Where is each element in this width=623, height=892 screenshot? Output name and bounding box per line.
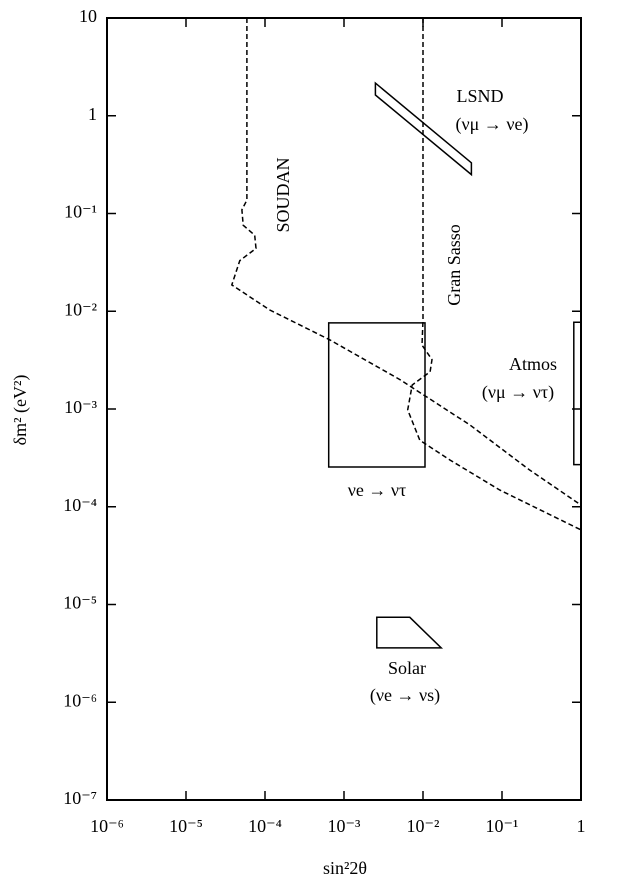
annotation: Atmos <box>509 354 557 374</box>
annotation: νe → ντ <box>348 480 407 500</box>
allowed-region <box>573 321 582 466</box>
exclusion-curve <box>230 18 582 506</box>
allowed-region <box>327 322 426 468</box>
y-tick-label: 10⁻³ <box>64 397 98 417</box>
allowed-region <box>376 616 444 649</box>
y-tick-label: 10 <box>79 6 97 26</box>
allowed-region <box>374 81 473 177</box>
annotation: Solar <box>388 658 426 678</box>
x-tick-label: 10⁻³ <box>328 816 362 836</box>
y-tick-label: 1 <box>88 104 97 124</box>
annotation: (νμ → νe) <box>456 114 529 135</box>
x-tick-label: 10⁻⁴ <box>248 816 282 836</box>
annotation: (νμ → ντ) <box>482 382 554 403</box>
y-tick-label: 10⁻² <box>64 299 97 319</box>
x-tick-label: 10⁻² <box>407 816 440 836</box>
y-axis-label: δm² (eV²) <box>10 375 31 446</box>
x-tick-label: 1 <box>577 816 586 836</box>
y-tick-label: 10⁻⁷ <box>63 788 97 808</box>
annotation: (νe → νs) <box>370 685 440 706</box>
y-tick-label: 10⁻⁶ <box>63 690 97 710</box>
x-tick-label: 10⁻¹ <box>486 816 519 836</box>
annotation: Gran Sasso <box>444 224 464 306</box>
annotation: LSND <box>456 86 503 106</box>
x-axis-label: sin²2θ <box>323 858 367 878</box>
y-tick-label: 10⁻¹ <box>64 202 97 222</box>
exclusion-curve <box>406 18 582 531</box>
y-tick-label: 10⁻⁴ <box>63 495 97 515</box>
y-tick-label: 10⁻⁵ <box>63 593 97 613</box>
x-tick-label: 10⁻⁵ <box>169 816 203 836</box>
annotation: SOUDAN <box>273 157 293 232</box>
plot-frame <box>106 17 582 801</box>
x-tick-label: 10⁻⁶ <box>90 816 124 836</box>
